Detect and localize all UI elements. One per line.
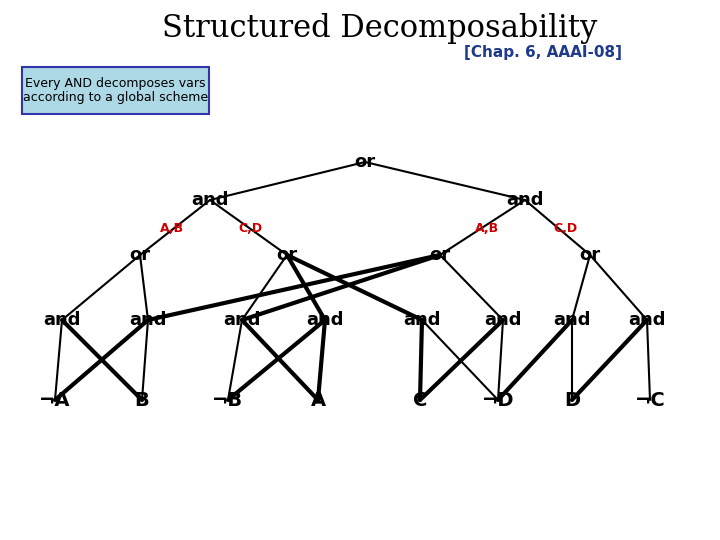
- Text: [Chap. 6, AAAI-08]: [Chap. 6, AAAI-08]: [464, 44, 622, 59]
- Text: and: and: [223, 311, 261, 329]
- Text: Structured Decomposability: Structured Decomposability: [162, 12, 598, 44]
- Text: or: or: [130, 246, 150, 264]
- Text: and: and: [306, 311, 343, 329]
- Text: and: and: [43, 311, 81, 329]
- Text: and: and: [130, 311, 167, 329]
- Text: A,B: A,B: [475, 221, 499, 234]
- Text: or: or: [354, 153, 376, 171]
- Text: D: D: [564, 390, 580, 409]
- Text: and: and: [506, 191, 544, 209]
- FancyBboxPatch shape: [22, 67, 209, 114]
- Text: and: and: [553, 311, 590, 329]
- Text: A,B: A,B: [160, 221, 184, 234]
- Text: and: and: [485, 311, 522, 329]
- Text: Every AND decomposes vars
according to a global scheme: Every AND decomposes vars according to a…: [23, 77, 208, 105]
- Text: ¬D: ¬D: [482, 390, 514, 409]
- Text: and: and: [403, 311, 441, 329]
- Text: or: or: [276, 246, 297, 264]
- Text: ¬C: ¬C: [634, 390, 665, 409]
- Text: A: A: [310, 390, 325, 409]
- Text: C: C: [413, 390, 427, 409]
- Text: ¬A: ¬A: [40, 390, 71, 409]
- Text: B: B: [135, 390, 149, 409]
- Text: or: or: [580, 246, 600, 264]
- Text: ¬B: ¬B: [212, 390, 243, 409]
- Text: C,D: C,D: [553, 221, 577, 234]
- Text: and: and: [629, 311, 666, 329]
- Text: C,D: C,D: [238, 221, 262, 234]
- Text: or: or: [429, 246, 451, 264]
- Text: and: and: [192, 191, 229, 209]
